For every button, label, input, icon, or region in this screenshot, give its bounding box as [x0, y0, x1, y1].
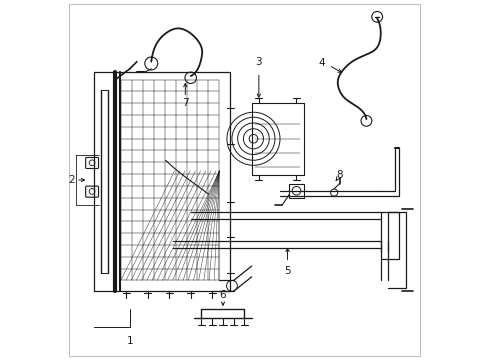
- Text: 8: 8: [336, 170, 342, 180]
- Text: 4: 4: [318, 58, 324, 68]
- Text: 7: 7: [182, 98, 188, 108]
- Text: 3: 3: [255, 57, 262, 67]
- FancyBboxPatch shape: [85, 186, 99, 197]
- Text: 2: 2: [68, 175, 75, 185]
- Text: 1: 1: [126, 336, 133, 346]
- Text: 6: 6: [219, 290, 226, 300]
- Text: 5: 5: [284, 266, 290, 276]
- FancyBboxPatch shape: [85, 157, 99, 168]
